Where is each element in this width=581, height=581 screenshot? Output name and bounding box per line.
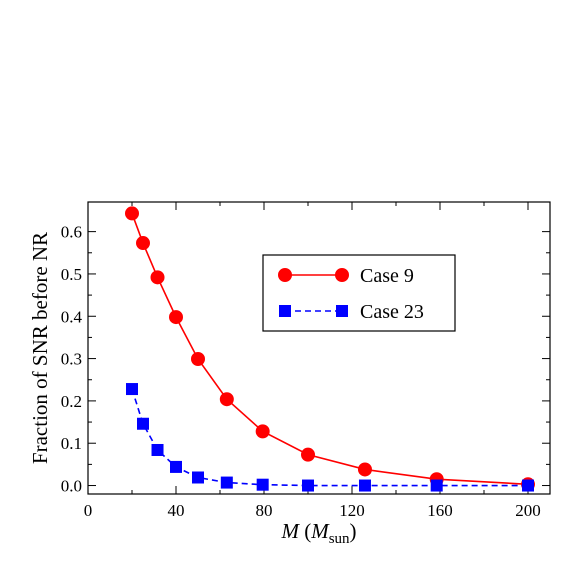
legend-marker-case-9 [278,268,292,282]
x-axis-label-close: ) [350,519,357,543]
axis-ticks [87,202,550,494]
x-axis-label-unit: M [310,519,330,543]
legend-marker-case-23 [279,305,291,317]
x-tick-label: 0 [84,501,93,520]
y-tick-label: 0.2 [61,392,82,411]
x-tick-label: 80 [256,501,273,520]
x-tick-label: 160 [427,501,453,520]
y-tick-label: 0.3 [61,350,82,369]
axis-tick-labels: 0 40 80 120 160 200 0.0 0.1 0.2 0.3 0.4 0.5 0.6 [61,223,541,520]
legend-marker-case-23 [336,305,348,317]
series-case-9 [125,206,535,492]
legend: Case 9 Case 23 [262,254,456,332]
data-point-case-9 [169,310,183,325]
series-layer [125,206,535,492]
x-axis-label-var: M [280,519,300,543]
data-point-case-9 [219,392,234,407]
y-tick-label: 0.5 [61,265,82,284]
data-point-case-23 [170,460,182,473]
data-point-case-23 [220,476,233,489]
data-point-case-23 [522,479,534,492]
legend-box [262,254,456,332]
series-case-23 [126,383,534,492]
y-tick-label: 0.0 [61,477,82,496]
y-tick-label: 0.6 [61,223,82,242]
series-line-case-23 [131,388,528,487]
data-point-case-23 [126,383,138,396]
data-point-case-23 [137,417,149,430]
plot-frame [87,201,551,495]
legend-label-case-23: Case 23 [360,301,424,323]
data-point-case-9 [125,206,139,221]
data-point-case-23 [192,471,204,484]
legend-marker-case-9 [335,268,349,282]
x-tick-label: 200 [515,501,541,520]
series-line-case-9 [131,213,529,486]
legend-label-case-9: Case 9 [360,265,414,287]
data-point-case-9 [301,447,315,462]
data-point-case-23 [256,478,269,491]
data-point-case-9 [191,352,205,367]
data-point-case-9 [136,236,150,251]
data-point-case-23 [302,479,314,492]
data-point-case-9 [255,424,270,439]
x-axis-label: M (Msun) [280,519,356,547]
y-tick-label: 0.4 [61,307,83,326]
data-point-case-23 [430,479,443,492]
legend-items: Case 9 Case 23 [278,265,424,323]
x-axis-label-open: ( [299,519,311,543]
y-tick-label: 0.1 [61,434,82,453]
data-point-case-23 [358,479,371,492]
data-point-case-9 [150,270,165,285]
x-tick-label: 40 [168,501,185,520]
data-point-case-9 [357,462,372,477]
x-axis-label-subscript: sun [329,531,350,547]
y-axis-label: Fraction of SNR before NR [28,232,52,464]
x-tick-label: 120 [339,501,365,520]
data-point-case-23 [151,443,164,456]
